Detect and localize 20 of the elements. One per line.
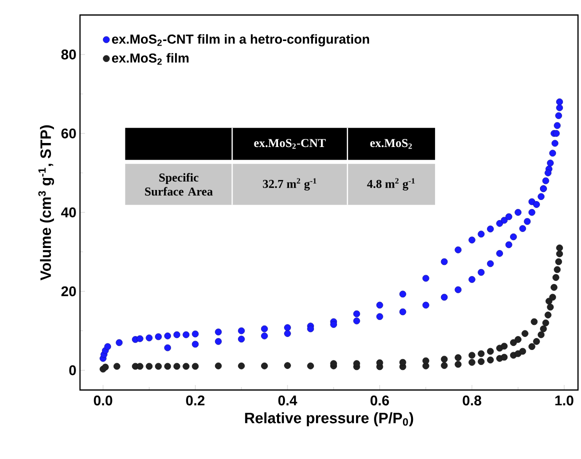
y-tick-label: 80 [61,50,76,60]
x-tick-label: 0.0 [94,396,112,406]
y-tick-label: 40 [61,207,76,218]
x-tick-label: 1.0 [555,396,574,406]
y-tick-label: 60 [61,128,76,138]
annotation: ex.MoS$_{2}$-CNT [254,139,326,149]
annotation: 32.7 m$^{2}$ g$^{-1}$ [262,178,316,190]
annotation: 4.8 m$^{2}$ g$^{-1}$ [367,178,415,190]
x-tick-label: 0.6 [370,396,389,406]
x-tick-label: 0.4 [278,396,298,406]
y-tick-label: 20 [61,286,76,296]
x-axis-title: Relative pressure (P/P$_{0}$) [245,412,414,426]
annotation: Specific Surface Area [145,173,213,196]
legend-label: ex.MoS$_{2}$-CNT film in a hetro-configuration [112,34,370,46]
y-tick-label: 0 [69,365,76,376]
x-tick-label: 0.8 [462,396,482,406]
annotation: ex.MoS$_{2}$ [370,139,412,149]
x-tick-label: 0.2 [186,396,204,406]
legend-label: ex.MoS$_{2}$ film [112,53,189,65]
y-axis-title: Volume (cm$^{3}$ g$^{-1}$, STP) [38,125,54,280]
